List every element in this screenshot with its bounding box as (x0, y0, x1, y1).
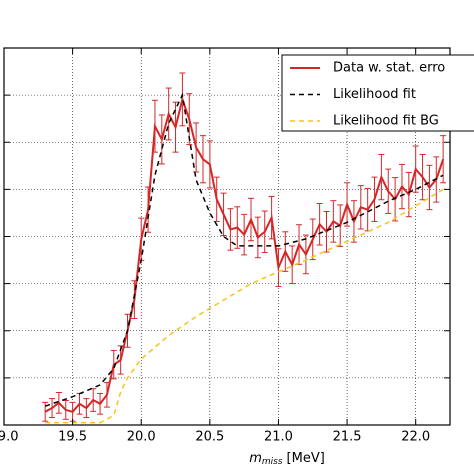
series-line (44, 92, 444, 407)
series-line (44, 95, 445, 413)
legend-label: Likelihood fit (333, 87, 416, 102)
x-tick-label: 22.0 (401, 430, 430, 445)
x-label-subscript: miss (262, 457, 283, 467)
x-tick-label: 20.5 (195, 430, 224, 445)
x-tick-label: 20.0 (127, 430, 156, 445)
ticks: 19.0 19.5 20.0 20.5 21.0 21.5 22.0 (0, 47, 450, 445)
legend-label: Data w. stat. erro (333, 61, 445, 76)
series-line (45, 188, 444, 424)
legend: Data w. stat. erro Likelihood fit Likeliho… (281, 54, 474, 132)
error-bar (440, 135, 447, 184)
x-tick-label: 21.0 (264, 430, 293, 445)
x-label-symbol: m (249, 451, 262, 466)
plot-marks (42, 72, 447, 424)
x-tick-label: 19.5 (58, 430, 87, 445)
x-axis-label: mmiss [MeV] (249, 451, 325, 467)
x-label-unit: [MeV] (287, 451, 325, 466)
x-tick-label: 21.5 (333, 430, 362, 445)
x-tick-label: 19.0 (0, 430, 18, 445)
legend-label: Likelihood fit BG (333, 114, 439, 129)
